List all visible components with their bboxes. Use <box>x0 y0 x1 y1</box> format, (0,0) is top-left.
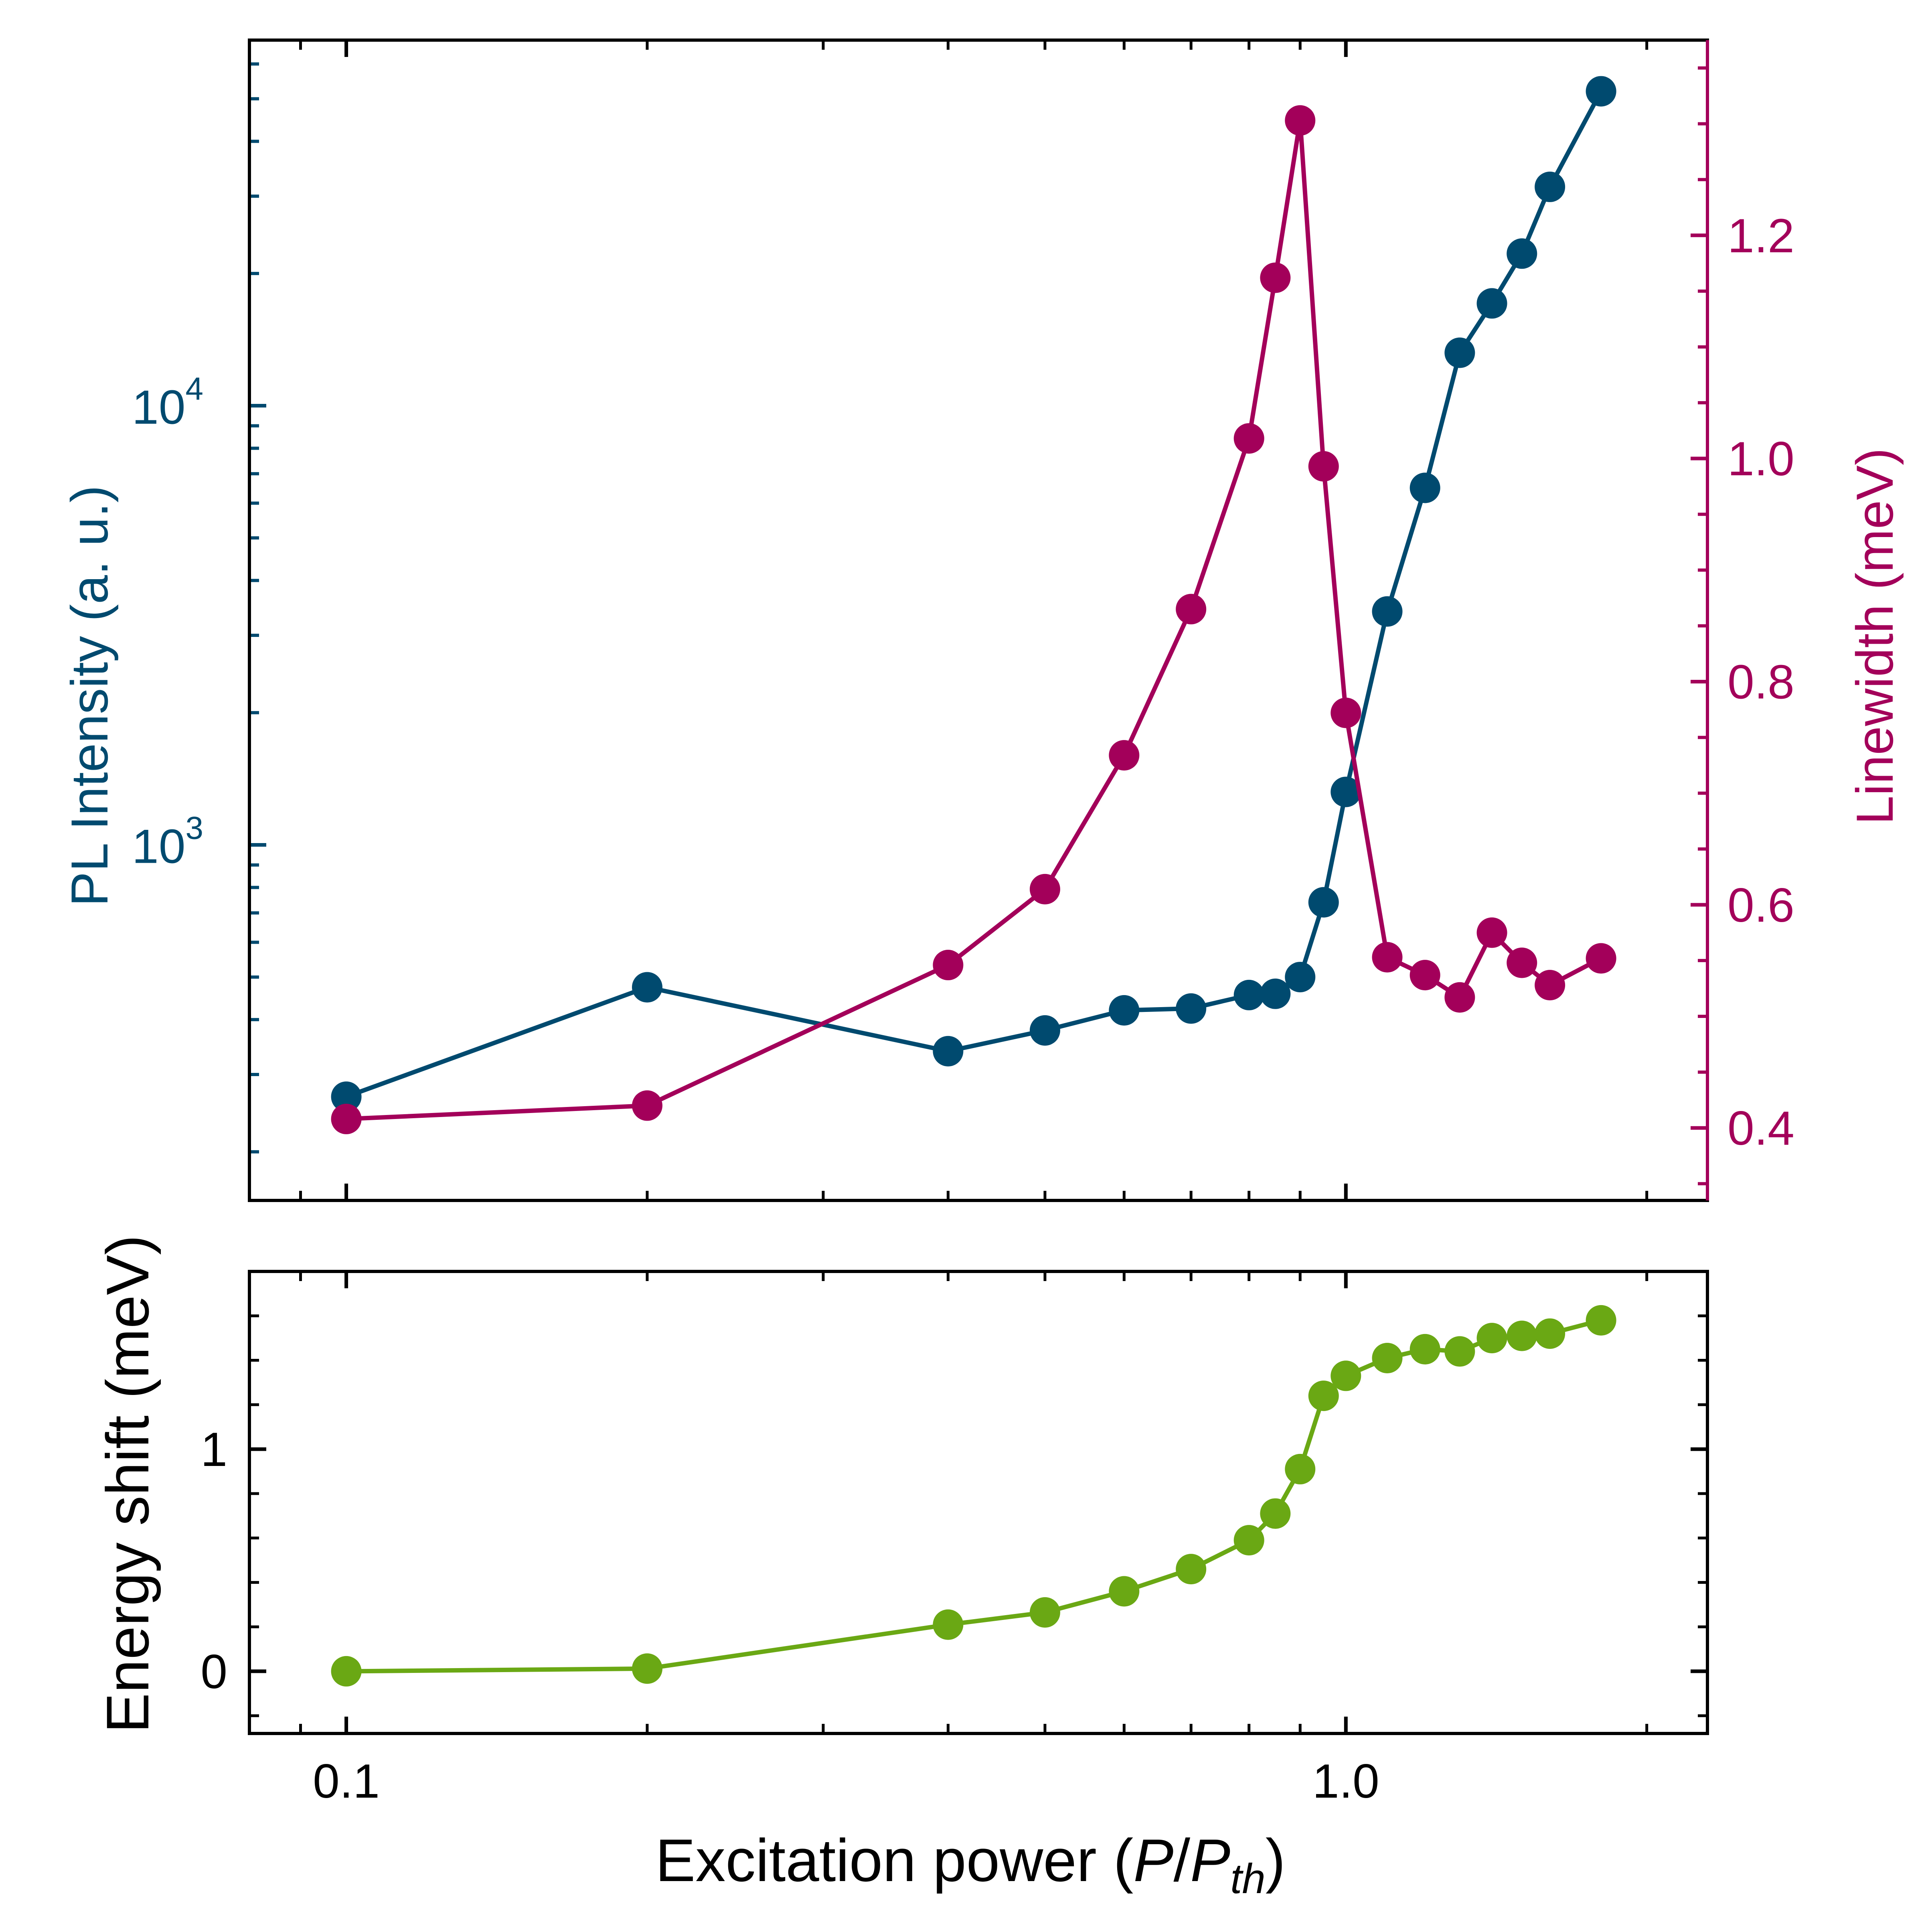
linewidth-point <box>632 1090 662 1121</box>
linewidth-point <box>1535 970 1565 1001</box>
linewidth-point <box>1444 982 1475 1013</box>
intensity-point <box>331 1081 362 1112</box>
x-axis-label-var: P <box>1133 1827 1173 1894</box>
linewidth-point <box>1507 947 1537 978</box>
bottom-y-axis-label: Energy shift (meV) <box>94 1235 161 1733</box>
linewidth-point <box>1109 740 1140 771</box>
x-tick-label: 0.1 <box>313 1754 380 1808</box>
bottom-series <box>331 1305 1616 1687</box>
energy-shift-point <box>632 1653 662 1684</box>
bottom-y-tick-label: 0 <box>200 1645 227 1699</box>
bottom-plot-frame <box>248 1270 1709 1735</box>
energy-shift-point <box>1586 1305 1616 1336</box>
intensity-point <box>1260 978 1291 1009</box>
intensity-point <box>933 1036 964 1066</box>
energy-shift-point <box>1308 1381 1339 1411</box>
linewidth-point <box>1029 874 1060 904</box>
intensity-point <box>632 972 662 1003</box>
x-axis-label-var2: P <box>1190 1827 1230 1894</box>
linewidth-point <box>1308 451 1339 482</box>
intensity-point <box>1331 776 1361 807</box>
linewidth-point <box>1260 262 1291 293</box>
energy-shift-point <box>1444 1336 1475 1367</box>
linewidth-point <box>1476 917 1507 948</box>
linewidth-point <box>1372 942 1403 973</box>
x-axis-label: Excitation power (P/Pth) <box>655 1827 1286 1902</box>
right-y-tick-label: 0.4 <box>1727 1101 1794 1155</box>
intensity-point <box>1507 238 1537 269</box>
top-series <box>331 76 1616 1134</box>
intensity-point <box>1176 993 1207 1024</box>
intensity-point <box>1586 76 1616 107</box>
linewidth-point <box>1285 105 1316 136</box>
linewidth-point <box>1176 594 1207 624</box>
energy-shift-point <box>1535 1318 1565 1349</box>
x-axis-label-close: ) <box>1266 1827 1286 1894</box>
intensity-point <box>1109 995 1140 1026</box>
left-y-tick-label: 103 <box>132 810 203 873</box>
energy-shift-point <box>1029 1597 1060 1628</box>
left-y-tick-label: 104 <box>132 371 203 434</box>
energy-shift-point <box>1476 1323 1507 1354</box>
energy-shift-point <box>1109 1576 1140 1607</box>
linewidth-point <box>1331 697 1361 728</box>
linewidth-point <box>331 1103 362 1134</box>
energy-shift-point <box>331 1656 362 1687</box>
energy-shift-point <box>1260 1498 1291 1529</box>
linewidth-point <box>1233 423 1264 454</box>
tick-label-base: 10 <box>132 381 185 434</box>
intensity-point <box>1535 171 1565 202</box>
intensity-point <box>1476 288 1507 319</box>
energy-shift-point <box>933 1609 964 1640</box>
tick-label-base: 10 <box>132 819 185 873</box>
intensity-point <box>1410 472 1440 503</box>
energy-shift-point <box>1410 1334 1440 1364</box>
x-axis-label-prefix: Excitation power ( <box>655 1827 1133 1894</box>
x-axis-label-subscript: th <box>1230 1855 1266 1902</box>
energy-shift-point <box>1285 1454 1316 1484</box>
intensity-point <box>1233 979 1264 1010</box>
bottom-panel: 01 0.1 1.0 Energy shift (meV) Excitation … <box>94 1235 1709 1902</box>
tick-label-exponent: 3 <box>186 810 204 845</box>
energy-shift-point <box>1233 1525 1264 1556</box>
intensity-point <box>1285 962 1316 993</box>
x-tick-labels: 0.1 1.0 <box>313 1754 1379 1808</box>
right-y-tick-label: 1.0 <box>1727 432 1794 486</box>
linewidth-point <box>1410 960 1440 991</box>
energy-shift-point <box>1331 1360 1361 1391</box>
energy-shift-point <box>1507 1320 1537 1351</box>
intensity-point <box>1308 887 1339 918</box>
intensity-point <box>1029 1015 1060 1046</box>
intensity-point <box>1444 337 1475 368</box>
right-y-tick-label: 1.2 <box>1727 209 1794 263</box>
right-y-axis-label: Linewidth (meV) <box>1845 448 1904 825</box>
intensity-point <box>1372 596 1403 627</box>
right-y-tick-label: 0.6 <box>1727 878 1794 932</box>
right-y-tick-labels: 0.4 0.6 0.8 1.0 1.2 <box>1727 209 1794 1155</box>
bottom-y-tick-labels: 01 <box>200 1423 227 1699</box>
energy-shift-point <box>1176 1554 1207 1585</box>
right-y-tick-label: 0.8 <box>1727 655 1794 709</box>
linewidth-point <box>1586 943 1616 974</box>
tick-label-exponent: 4 <box>186 371 204 407</box>
x-tick-label: 1.0 <box>1312 1754 1379 1808</box>
x-axis-label-slash: / <box>1173 1827 1190 1894</box>
energy-shift-point <box>1372 1343 1403 1373</box>
left-y-axis-label: PL Intensity (a. u.) <box>60 485 119 906</box>
bottom-y-tick-label: 1 <box>200 1423 227 1476</box>
linewidth-point <box>933 950 964 981</box>
